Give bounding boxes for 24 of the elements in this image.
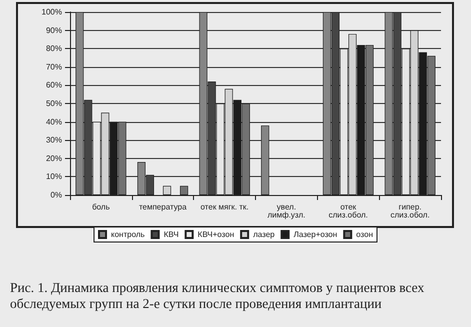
- legend-label: лазер: [253, 230, 276, 239]
- y-tick-label: 60%: [46, 80, 62, 90]
- y-tick-label: 70%: [46, 62, 62, 72]
- y-tick-label: 30%: [46, 136, 62, 145]
- legend-label: контроль: [111, 230, 145, 239]
- x-tick-label: температура: [138, 202, 188, 212]
- legend-label: озон: [356, 230, 373, 239]
- x-tick-label: отек слиз.обол.: [328, 202, 368, 220]
- x-tick-label: отек мягк. тк.: [200, 202, 249, 212]
- y-tick-label: 20%: [46, 154, 62, 163]
- y-tick-label: 40%: [46, 117, 62, 126]
- y-tick-label: 90%: [46, 26, 62, 35]
- x-tick-label: увел. лимф.узл.: [267, 202, 306, 220]
- legend-label: Лазер+озон: [294, 230, 338, 239]
- legend-label: КВЧ+озон: [198, 230, 234, 239]
- x-tick-label: боль: [92, 202, 110, 212]
- text: Рис. 1. Динамика проявления клинических симптомов у пациентов всех обследуемых групп на 2-е сутки после проведения имплантации: [10, 280, 426, 312]
- legend-label: КВЧ: [164, 230, 179, 239]
- y-tick-label: 10%: [46, 172, 62, 182]
- y-tick-label: 80%: [46, 44, 62, 54]
- y-tick-label: 100%: [42, 8, 62, 16]
- y-tick-label: 50%: [46, 99, 62, 108]
- x-tick-label: гипер. слиз.обол.: [390, 202, 430, 220]
- y-tick-label: 0%: [50, 190, 62, 200]
